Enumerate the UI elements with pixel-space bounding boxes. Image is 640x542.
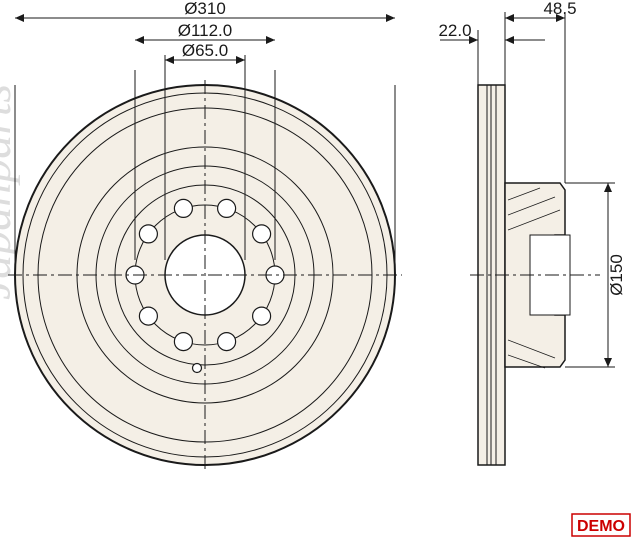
dim-hatdia: Ø150 bbox=[607, 254, 626, 296]
dim-thickness: 22.0 bbox=[438, 21, 471, 40]
demo-badge: DEMO bbox=[572, 514, 630, 536]
dim-outer: Ø310 bbox=[184, 0, 226, 18]
dim-hatdepth: 48.5 bbox=[543, 0, 576, 18]
demo-label: DEMO bbox=[577, 518, 625, 535]
front-view bbox=[8, 80, 402, 470]
dim-pcd: Ø112.0 bbox=[178, 21, 233, 40]
dim-bore: Ø65.0 bbox=[182, 41, 228, 60]
locating-hole bbox=[193, 364, 202, 373]
side-view bbox=[470, 85, 600, 465]
drawing-svg: Japanparts bbox=[0, 0, 640, 542]
